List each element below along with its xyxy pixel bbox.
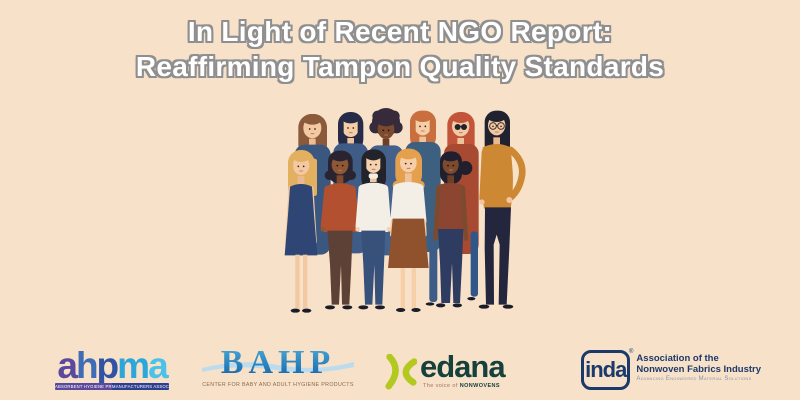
ahpma-wordmark: ahpma (53, 347, 171, 384)
edana-symbol-icon (385, 354, 417, 390)
round-glasses-icon (489, 122, 505, 130)
woman-front-1-blonde-navy-dress (284, 150, 318, 313)
sunglasses-icon (454, 124, 467, 130)
inda-title-line-1: Association of the (636, 353, 719, 364)
inda-wordmark-box: inda ® (581, 349, 634, 390)
inda-title-line-2: Nonwoven Fabrics Industry (636, 364, 761, 375)
inda-logo: inda ® Association of the Nonwoven Fabri… (581, 349, 761, 390)
ahpma-letter: m (117, 345, 150, 386)
inda-subtitle: Advancing Engineered Material Solutions (636, 376, 752, 382)
title-line-1: In Light of Recent NGO Report: (187, 16, 613, 47)
ahpma-letter: h (75, 345, 99, 386)
bahp-tagline: CENTER FOR BABY AND ADULT HYGIENE PRODUC… (202, 382, 354, 388)
background-shoe (467, 297, 476, 301)
edana-logo: edana The voice of NONWOVENS (383, 349, 541, 390)
banner-title: In Light of Recent NGO Report: Reaffirmi… (0, 14, 800, 84)
edana-tagline: The voice of NONWOVENS (423, 383, 505, 389)
title-line-2: Reaffirming Tampon Quality Standards (135, 51, 665, 82)
ahpma-tagline-left: ABSORBENT HYGIENE PRODUCT (55, 383, 112, 390)
woman-back-6-glasses-mustard (478, 110, 526, 309)
registered-trademark-icon: ® (629, 349, 634, 355)
woman-front-5-ponytail-maroon-top (433, 151, 473, 308)
ahpma-letter: p (96, 345, 120, 386)
bahp-swoosh-icon (202, 362, 354, 373)
background-leg (429, 231, 438, 302)
woman-front-3-white-turtleneck (355, 149, 392, 310)
inda-wordmark: inda (585, 357, 627, 382)
ahpma-tagline-bar: ABSORBENT HYGIENE PRODUCT MANUFACTURERS … (55, 383, 169, 390)
ahpma-letter: a (57, 345, 78, 386)
woman-front-2-rust-top (320, 150, 360, 310)
ahpma-logo: ahpma ABSORBENT HYGIENE PRODUCT MANUFACT… (53, 347, 171, 390)
ahpma-letter: a (148, 345, 169, 386)
woman-front-4-white-top-brown-skirt (388, 148, 429, 312)
background-shoe (425, 302, 435, 306)
bahp-wordmark: BAHP (202, 346, 354, 380)
edana-wordmark: edana (420, 349, 506, 384)
background-leg (470, 231, 478, 297)
women-group-illustration (284, 108, 526, 313)
ahpma-tagline-right: MANUFACTURERS ASSOCIATION (112, 383, 169, 390)
edana-tagline-emphasis: NONWOVENS (459, 383, 500, 389)
edana-tagline-prefix: The voice of (423, 383, 458, 389)
bahp-logo: BAHP CENTER FOR BABY AND ADULT HYGIENE P… (202, 346, 354, 388)
